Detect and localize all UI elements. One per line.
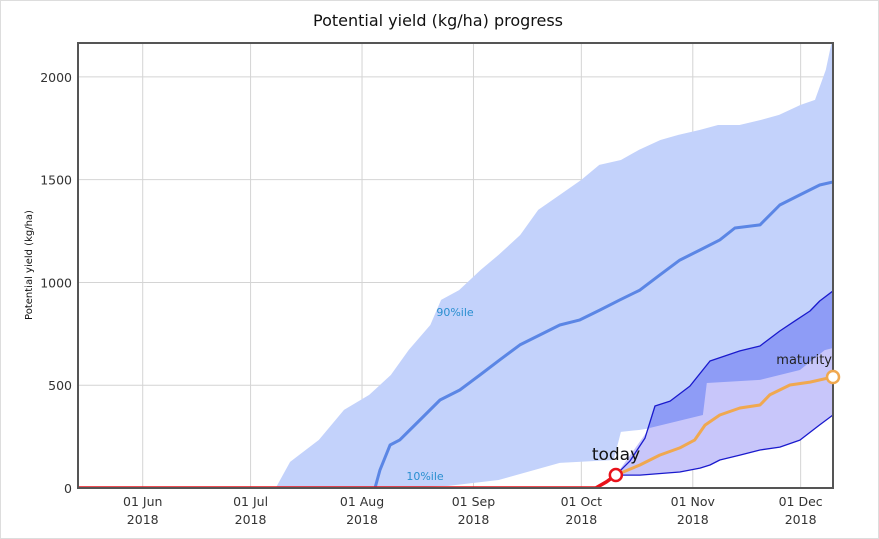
x-tick-year: 2018 bbox=[235, 512, 267, 527]
forecast-inner-band bbox=[615, 348, 833, 476]
x-tick-label: 01 Aug bbox=[340, 494, 384, 509]
x-tick-year: 2018 bbox=[346, 512, 378, 527]
maturity-marker bbox=[825, 369, 841, 385]
y-tick-label: 2000 bbox=[40, 70, 72, 85]
x-tick-label: 01 Oct bbox=[561, 494, 603, 509]
maturity-label: maturity bbox=[776, 353, 832, 368]
forecast-median-line bbox=[615, 375, 833, 477]
x-tick-label: 01 Nov bbox=[671, 494, 716, 509]
x-tick-label: 01 Sep bbox=[452, 494, 496, 509]
today-label: today bbox=[592, 445, 640, 465]
chart-title: Potential yield (kg/ha) progress bbox=[313, 11, 563, 30]
y-axis-label: Potential yield (kg/ha) bbox=[24, 210, 35, 320]
x-tick-label: 01 Jul bbox=[233, 494, 268, 509]
x-tick-year: 2018 bbox=[677, 512, 709, 527]
p90-label: 90%ile bbox=[436, 306, 474, 319]
y-tick-label: 1000 bbox=[40, 275, 72, 290]
x-tick-label: 01 Jun bbox=[123, 494, 162, 509]
x-tick-year: 2018 bbox=[458, 512, 490, 527]
forecast-lower-line bbox=[615, 414, 833, 476]
today-marker bbox=[608, 467, 624, 483]
x-tick-year: 2018 bbox=[565, 512, 597, 527]
p10-p90-band bbox=[78, 43, 833, 488]
median-line bbox=[373, 180, 833, 488]
p10-label: 10%ile bbox=[406, 470, 444, 483]
plot-border bbox=[77, 42, 834, 489]
y-tick-label: 1500 bbox=[40, 173, 72, 188]
forecast-upper-line bbox=[615, 290, 833, 476]
x-tick-label: 01 Dec bbox=[779, 494, 823, 509]
y-tick-label: 500 bbox=[48, 378, 72, 393]
x-tick-year: 2018 bbox=[127, 512, 159, 527]
x-tick-year: 2018 bbox=[785, 512, 817, 527]
y-tick-label: 0 bbox=[64, 481, 72, 496]
